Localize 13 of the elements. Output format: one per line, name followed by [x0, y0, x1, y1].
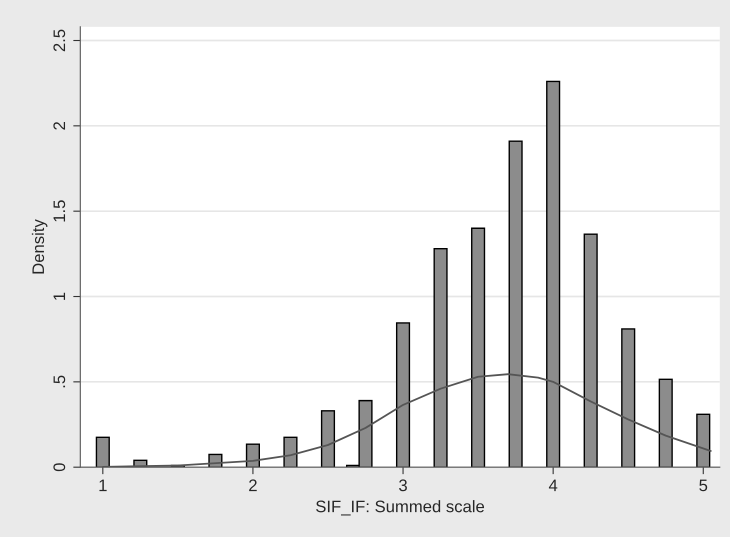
- x-tick-label: 4: [548, 480, 558, 492]
- y-tick-label: 2: [53, 122, 66, 130]
- x-tick-label: 1: [99, 480, 107, 492]
- y-tick-label: .5: [54, 376, 66, 388]
- y-tick-label: 2.5: [53, 30, 66, 52]
- x-axis-title: SIF_IF: Summed scale: [316, 500, 484, 516]
- x-tick-label: 3: [399, 479, 407, 492]
- x-tick-label: 5: [699, 480, 708, 492]
- y-tick-label: 0: [53, 463, 66, 472]
- y-axis-title: Density: [32, 219, 48, 274]
- y-tick-label: 1: [54, 292, 66, 300]
- y-tick-label: 1.5: [54, 200, 66, 222]
- x-tick-label: 2: [249, 479, 257, 492]
